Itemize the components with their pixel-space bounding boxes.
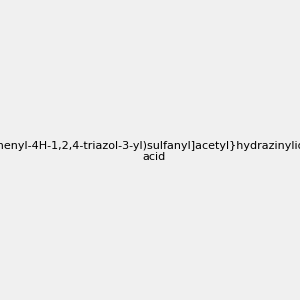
Text: 4-[(E)-(2-{[(4,5-diphenyl-4H-1,2,4-triazol-3-yl)sulfanyl]acetyl}hydrazinylidene): 4-[(E)-(2-{[(4,5-diphenyl-4H-1,2,4-triaz…	[0, 141, 300, 162]
